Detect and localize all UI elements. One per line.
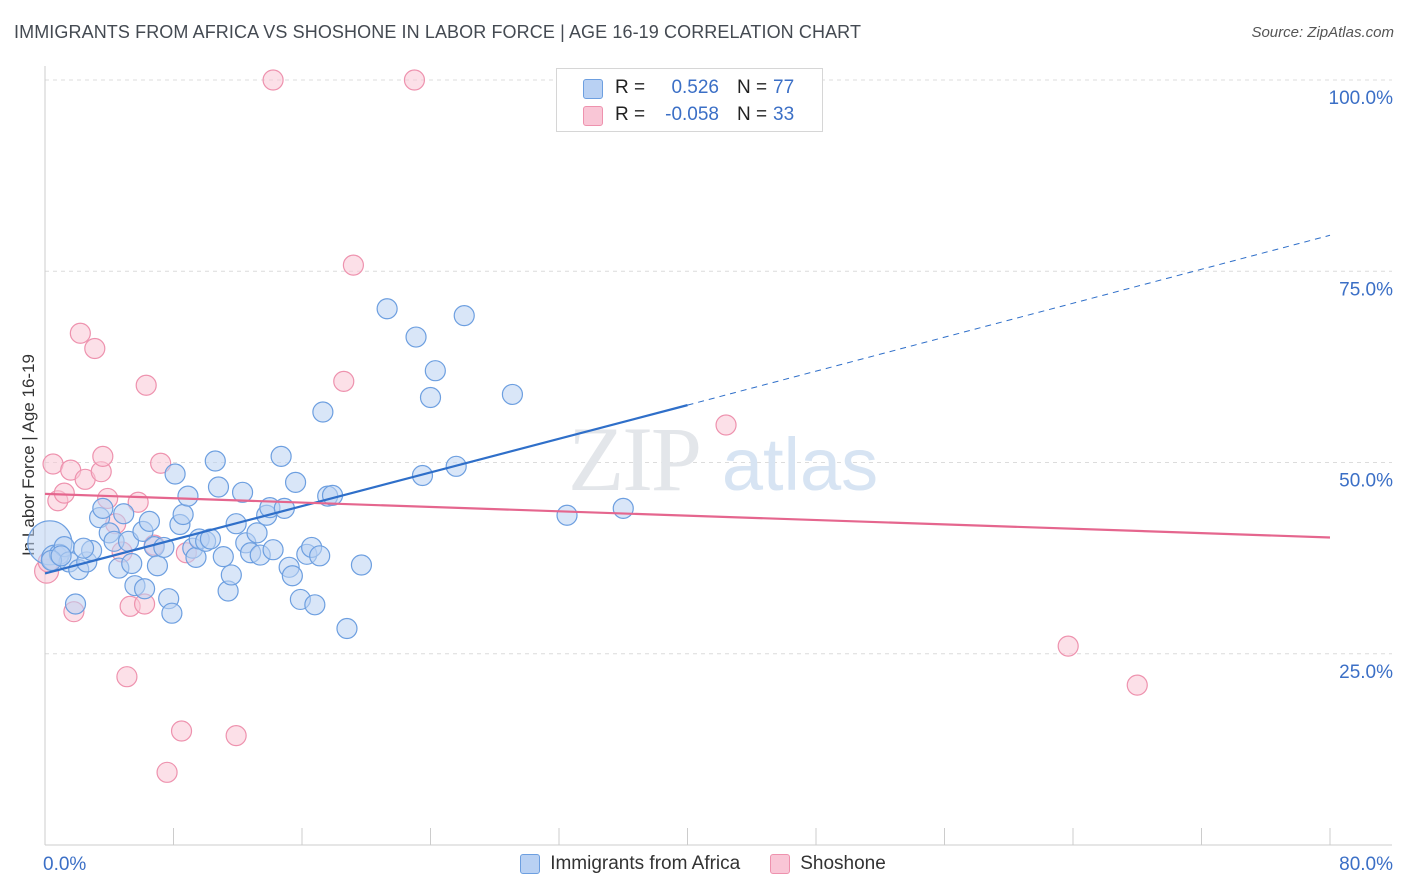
data-point bbox=[715, 414, 737, 436]
n-label: N = bbox=[737, 104, 768, 125]
data-point bbox=[304, 594, 326, 616]
data-point bbox=[50, 545, 72, 567]
data-point bbox=[146, 555, 169, 577]
y-tick-label: 75.0% bbox=[1339, 279, 1393, 300]
data-point bbox=[92, 445, 114, 467]
data-point bbox=[69, 322, 91, 344]
legend-item-africa[interactable]: Immigrants from Africa bbox=[520, 851, 740, 877]
data-point bbox=[92, 497, 114, 519]
legend: Immigrants from Africa Shoshone bbox=[0, 851, 1406, 877]
data-point bbox=[153, 536, 175, 559]
r-label: R = bbox=[615, 104, 646, 125]
stats-swatch-shoshone bbox=[583, 106, 603, 126]
data-point bbox=[336, 617, 358, 640]
data-point bbox=[309, 545, 331, 567]
data-point bbox=[262, 539, 284, 561]
data-point bbox=[84, 337, 106, 360]
data-point bbox=[419, 386, 442, 409]
data-point bbox=[405, 326, 427, 348]
source-label: Source: ZipAtlas.com bbox=[1251, 24, 1394, 41]
data-point bbox=[156, 761, 178, 783]
watermark-atlas: atlas bbox=[722, 423, 878, 506]
watermark-zip: ZIP bbox=[568, 408, 700, 510]
data-point bbox=[177, 485, 199, 507]
data-point bbox=[453, 305, 475, 327]
data-point bbox=[281, 565, 303, 587]
data-point bbox=[150, 452, 172, 474]
stats-row-africa: R = 0.526 N = 77 bbox=[557, 75, 822, 103]
data-point bbox=[207, 476, 230, 498]
data-point bbox=[231, 481, 254, 503]
data-point bbox=[246, 522, 268, 544]
y-tick-label: 100.0% bbox=[1329, 88, 1394, 109]
data-point bbox=[170, 720, 193, 742]
series-immigrants-from-africa bbox=[27, 298, 634, 640]
legend-swatch-africa bbox=[520, 854, 541, 874]
data-point bbox=[1057, 635, 1079, 657]
x-tick-label: 0.0% bbox=[43, 854, 86, 875]
data-point bbox=[135, 374, 157, 396]
r-value: -0.058 bbox=[665, 104, 719, 125]
data-point bbox=[556, 504, 578, 526]
tick-labels: 25.0% 50.0% 75.0% 100.0% 0.0% 80.0% bbox=[43, 88, 1393, 875]
data-point bbox=[113, 503, 135, 525]
legend-label-africa: Immigrants from Africa bbox=[550, 853, 741, 874]
data-point bbox=[350, 554, 373, 576]
data-point bbox=[284, 471, 307, 493]
axes bbox=[44, 66, 1392, 846]
trend-lines bbox=[44, 234, 1331, 575]
r-label: R = bbox=[615, 77, 646, 98]
stats-swatch-africa bbox=[583, 79, 603, 99]
data-point bbox=[121, 552, 143, 575]
stats-row-shoshone: R = -0.058 N = 33 bbox=[557, 102, 822, 130]
data-point bbox=[116, 666, 138, 688]
data-point bbox=[42, 453, 64, 475]
data-point bbox=[312, 401, 334, 423]
data-point bbox=[204, 450, 226, 472]
n-value: 33 bbox=[773, 104, 795, 125]
data-point bbox=[172, 503, 194, 526]
data-point bbox=[53, 482, 75, 504]
trend-line-shoshone bbox=[44, 492, 1331, 539]
data-point bbox=[161, 602, 183, 624]
trend-line-africa-extension bbox=[687, 234, 1331, 406]
data-point bbox=[138, 510, 161, 533]
y-tick-label: 50.0% bbox=[1339, 471, 1393, 492]
n-value: 77 bbox=[773, 77, 795, 98]
data-point bbox=[501, 383, 524, 406]
gridlines bbox=[45, 79, 1392, 655]
data-point bbox=[342, 254, 364, 276]
chart-title: IMMIGRANTS FROM AFRICA VS SHOSHONE IN LA… bbox=[14, 22, 862, 42]
legend-label-shoshone: Shoshone bbox=[800, 853, 886, 874]
stats-box: R = 0.526 N = 77 R = -0.058 N = 33 bbox=[556, 68, 823, 132]
data-point bbox=[220, 564, 242, 586]
data-point bbox=[1126, 674, 1148, 696]
x-tick-label: 80.0% bbox=[1339, 854, 1393, 875]
y-tick-label: 25.0% bbox=[1339, 662, 1393, 683]
data-point bbox=[270, 445, 292, 467]
data-point bbox=[424, 360, 446, 382]
data-point bbox=[72, 537, 95, 559]
trend-line-africa bbox=[44, 404, 688, 575]
legend-item-shoshone[interactable]: Shoshone bbox=[770, 851, 886, 877]
data-point bbox=[333, 370, 355, 393]
watermark: ZIP atlas bbox=[568, 408, 878, 510]
legend-swatch-shoshone bbox=[770, 854, 791, 874]
data-point bbox=[212, 545, 234, 568]
data-point bbox=[133, 578, 156, 600]
data-point bbox=[164, 463, 186, 485]
n-label: N = bbox=[737, 77, 768, 98]
data-point bbox=[64, 593, 87, 615]
data-point bbox=[376, 298, 398, 320]
data-point bbox=[225, 725, 247, 747]
data-point bbox=[612, 497, 634, 519]
data-point bbox=[403, 69, 426, 91]
r-value: 0.526 bbox=[671, 77, 719, 98]
data-point bbox=[262, 69, 284, 91]
